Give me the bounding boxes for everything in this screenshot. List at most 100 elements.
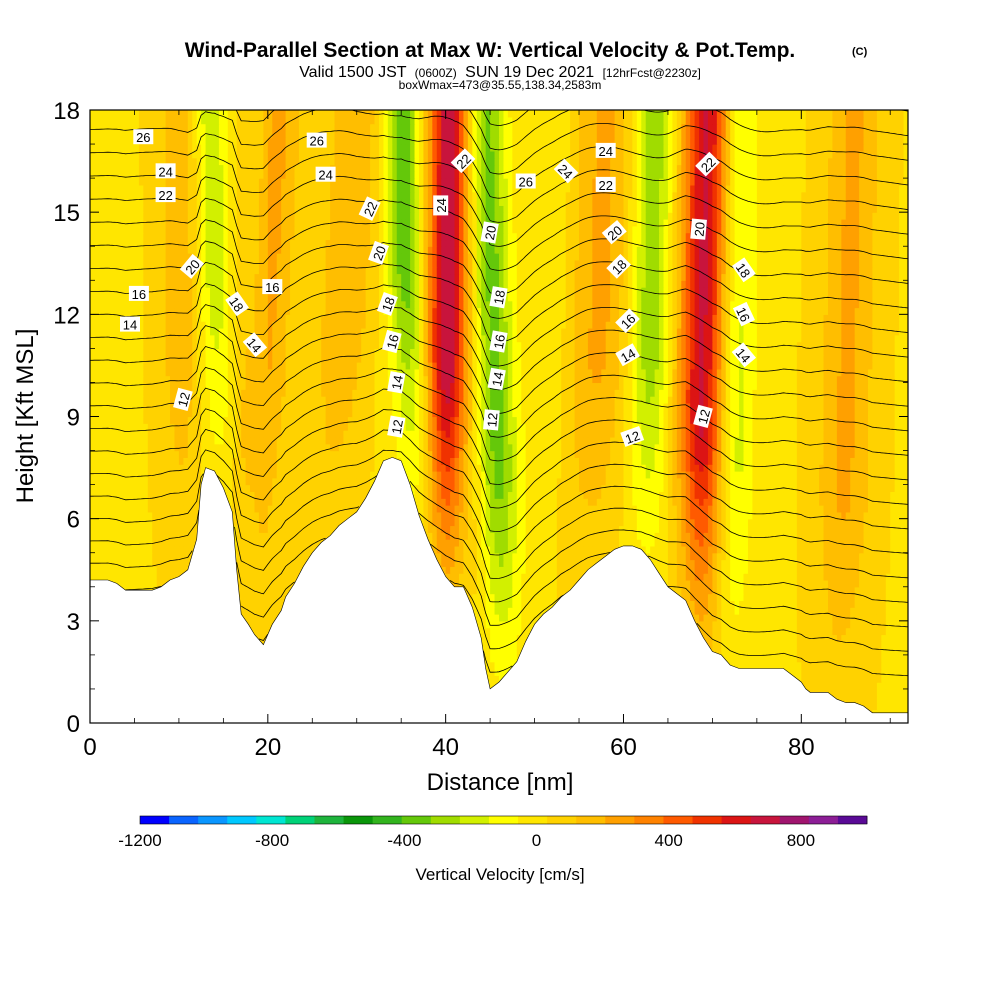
velocity-cell: [890, 600, 896, 608]
velocity-cell: [779, 648, 785, 656]
velocity-cell: [841, 641, 847, 649]
velocity-cell: [570, 539, 576, 547]
velocity-cell: [134, 579, 140, 588]
velocity-cell: [156, 573, 162, 581]
velocity-cell: [94, 539, 100, 547]
velocity-cell: [699, 586, 705, 595]
velocity-cell: [530, 545, 536, 554]
velocity-cell: [819, 661, 825, 670]
velocity-cell: [663, 573, 669, 581]
velocity-cell: [876, 668, 882, 676]
velocity-cell: [503, 559, 509, 567]
velocity-cell: [676, 559, 682, 567]
velocity-cell: [743, 593, 749, 601]
velocity-cell: [712, 579, 718, 588]
velocity-cell: [832, 620, 838, 629]
velocity-cell: [876, 573, 882, 581]
velocity-cell: [458, 539, 465, 547]
velocity-cell: [694, 552, 700, 561]
velocity-cell: [681, 573, 687, 581]
velocity-cell: [743, 607, 749, 615]
velocity-cell: [276, 545, 282, 554]
velocity-cell: [899, 634, 905, 642]
velocity-cell: [254, 552, 260, 561]
velocity-cell: [503, 545, 509, 554]
velocity-cell: [832, 634, 838, 642]
velocity-cell: [859, 634, 865, 642]
velocity-cell: [761, 545, 767, 554]
velocity-cell: [854, 579, 860, 588]
velocity-cell: [756, 552, 762, 561]
velocity-cell: [147, 566, 153, 574]
velocity-cell: [481, 620, 487, 629]
velocity-cell: [187, 552, 193, 561]
velocity-cell: [823, 566, 829, 574]
velocity-cell: [685, 552, 691, 561]
velocity-cell: [241, 600, 247, 608]
velocity-cell: [801, 600, 807, 608]
velocity-cell: [258, 586, 264, 595]
velocity-cell: [796, 675, 802, 683]
velocity-cell: [876, 682, 882, 690]
velocity-cell: [814, 552, 820, 561]
velocity-cell: [236, 579, 242, 588]
velocity-cell: [805, 573, 811, 581]
velocity-cell: [707, 607, 713, 615]
velocity-cell: [645, 539, 651, 547]
velocity-cell: [272, 593, 278, 601]
velocity-cell: [539, 559, 545, 567]
velocity-cell: [885, 702, 891, 710]
velocity-cell: [827, 668, 834, 676]
velocity-cell: [885, 695, 891, 704]
velocity-cell: [863, 702, 869, 710]
velocity-cell: [721, 545, 727, 554]
velocity-cell: [876, 559, 882, 567]
velocity-cell: [241, 593, 247, 601]
velocity-cell: [814, 607, 820, 615]
velocity-cell: [525, 552, 531, 561]
velocity-cell: [805, 668, 811, 676]
velocity-cell: [783, 620, 789, 629]
velocity-cell: [441, 539, 447, 547]
velocity-cell: [587, 552, 593, 561]
velocity-cell: [765, 566, 771, 574]
velocity-cell: [525, 566, 531, 574]
velocity-cell: [827, 559, 834, 567]
velocity-cell: [472, 573, 478, 581]
velocity-cell: [801, 559, 807, 567]
velocity-cell: [863, 545, 869, 554]
valid-date: SUN 19 Dec 2021: [465, 64, 594, 81]
velocity-cell: [725, 593, 731, 601]
velocity-cell: [667, 573, 673, 581]
velocity-cell: [832, 566, 838, 574]
velocity-cell: [245, 593, 251, 601]
velocity-cell: [663, 545, 669, 554]
velocity-cell: [845, 695, 851, 704]
velocity-cell: [276, 607, 282, 615]
velocity-cell: [863, 579, 869, 588]
velocity-cell: [499, 559, 505, 567]
velocity-cell: [494, 654, 500, 663]
velocity-cell: [147, 552, 153, 561]
velocity-cell: [885, 620, 891, 629]
velocity-cell: [690, 586, 696, 595]
velocity-cell: [712, 600, 718, 608]
velocity-cell: [787, 648, 794, 656]
velocity-cell: [725, 559, 731, 567]
velocity-cell: [503, 648, 509, 656]
velocity-cell: [125, 539, 131, 547]
velocity-cell: [476, 566, 482, 574]
velocity-cell: [863, 566, 869, 574]
velocity-cell: [552, 539, 558, 547]
velocity-cell: [183, 539, 189, 547]
velocity-cell: [761, 566, 767, 574]
velocity-cell: [810, 648, 816, 656]
velocity-cell: [503, 566, 509, 574]
velocity-cell: [903, 688, 908, 697]
velocity-cell: [98, 532, 104, 540]
velocity-cell: [779, 552, 785, 561]
velocity-cell: [867, 620, 874, 629]
velocity-cell: [827, 539, 834, 547]
velocity-cell: [485, 620, 491, 629]
velocity-cell: [561, 559, 567, 567]
